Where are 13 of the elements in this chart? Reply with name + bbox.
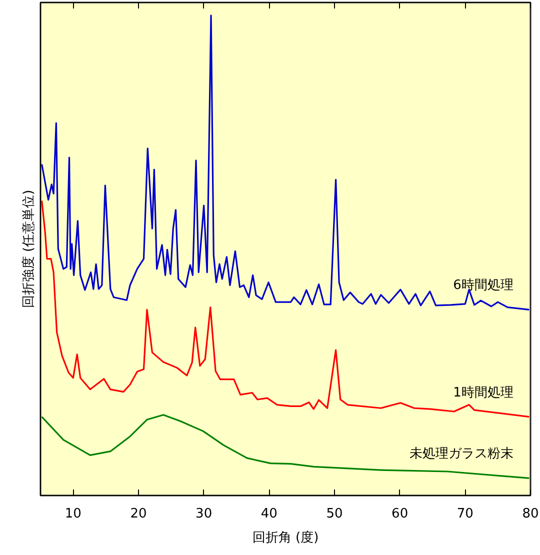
series-label: 6時間処理 (453, 278, 514, 294)
x-tick-label: 20 (130, 506, 147, 522)
x-tick-label: 10 (64, 506, 82, 522)
y-axis-title: 回折強度 (任意単位) (20, 190, 36, 308)
series-label: 未処理ガラス粉末 (409, 446, 514, 462)
x-axis-title: 回折角 (度) (252, 530, 319, 546)
x-tick-label: 70 (456, 506, 474, 522)
x-tick-label: 50 (326, 506, 343, 522)
x-tick-label: 40 (260, 506, 278, 522)
series-label: 1時間処理 (453, 385, 514, 400)
x-tick-label: 80 (522, 506, 539, 522)
x-tick-label: 60 (392, 506, 408, 522)
x-tick-label: 30 (196, 506, 212, 522)
